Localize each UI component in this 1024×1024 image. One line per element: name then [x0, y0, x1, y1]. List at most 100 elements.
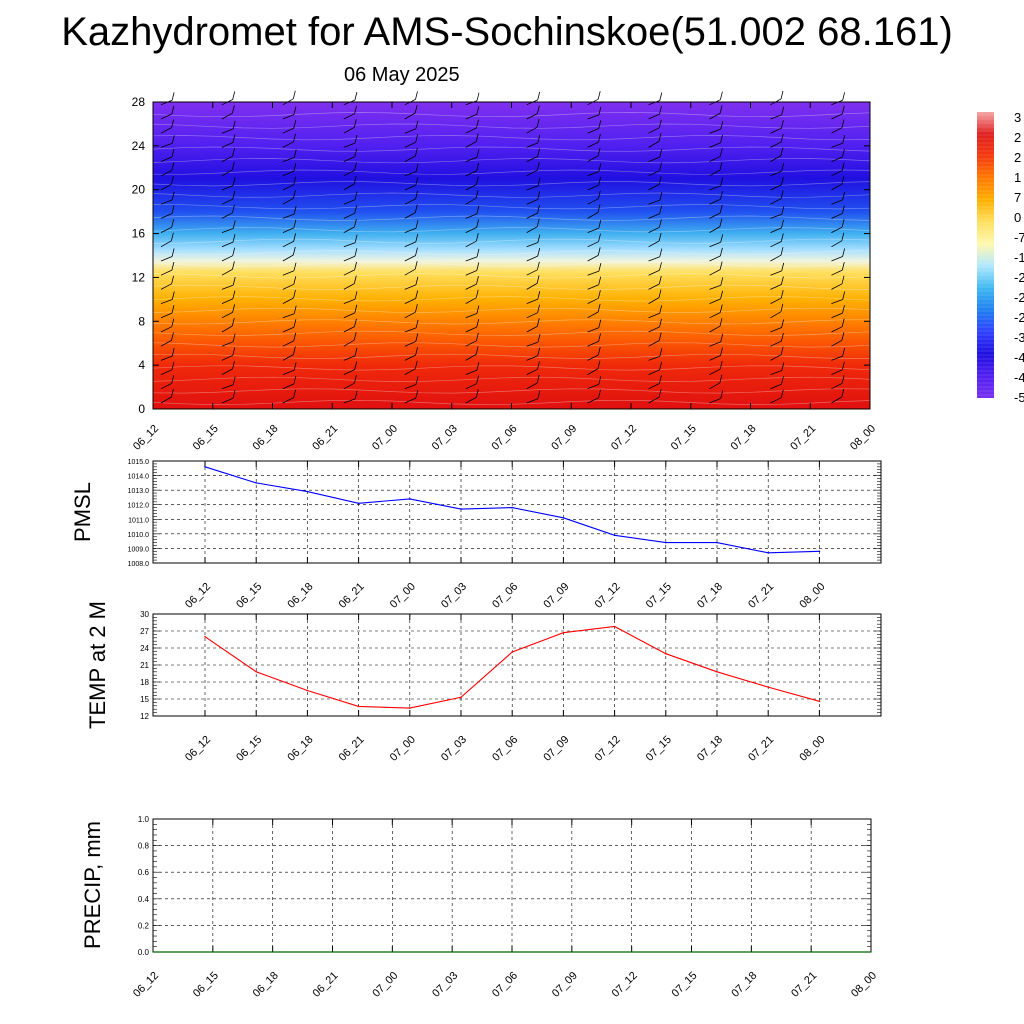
y-tick-label: 1010.0 — [128, 532, 150, 539]
y-tick-label: 0.6 — [138, 868, 150, 877]
y-axis-label: TEMP at 2 M — [85, 601, 110, 729]
y-tick-label: 15 — [140, 695, 149, 704]
data-point — [409, 498, 411, 500]
x-tick-label: 07_06 — [490, 581, 520, 611]
y-axis-label: PMSL — [70, 482, 95, 542]
x-tick-label: 08_00 — [797, 581, 827, 611]
x-tick-label: 07_09 — [550, 970, 580, 1000]
y-tick-label: 1014.0 — [128, 474, 150, 481]
x-tick-label: 06_12 — [183, 581, 213, 611]
colorbar: 3 2 2 1 7 0 -7 -1 -2 -2 -2 -3 -4 -4 -5 — [977, 110, 1024, 405]
x-tick-label: 07_18 — [729, 423, 759, 453]
x-tick-label: 06_21 — [310, 423, 340, 453]
x-tick-label: 07_09 — [549, 423, 579, 453]
x-tick-label: 07_15 — [670, 970, 700, 1000]
colorbar-label: 0 — [1014, 210, 1021, 225]
data-point — [357, 705, 360, 708]
colorbar-bands — [977, 114, 994, 396]
x-tick-label: 06_12 — [183, 734, 213, 764]
data-point — [409, 707, 411, 709]
x-tick-label: 07_12 — [610, 970, 640, 1000]
x-tick-label: 07_03 — [430, 970, 460, 1000]
colorbar-label: -4 — [1014, 370, 1024, 385]
colorbar-label: -4 — [1014, 350, 1024, 365]
colorbar-scale — [977, 112, 994, 398]
y-tick-label: 12 — [132, 270, 146, 284]
y-tick-label: 4 — [138, 358, 145, 372]
x-tick-label: 06_12 — [131, 970, 161, 1000]
x-tick-label: 07_00 — [370, 423, 400, 453]
heatmap-panel: 0 4 8 12 16 20 24 28 06_12 06_15 06_18 06_21 07_00 07… — [131, 90, 878, 453]
x-tick-label: 07_15 — [669, 423, 699, 453]
colorbar-label: -2 — [1014, 310, 1024, 325]
x-tick-label: 07_18 — [695, 734, 725, 764]
x-tick-label: 06_18 — [251, 970, 281, 1000]
x-tick-label: 07_15 — [644, 581, 674, 611]
data-point — [665, 652, 667, 655]
x-tick-label: 07_00 — [388, 734, 418, 764]
data-point — [665, 541, 667, 544]
chart-date: 06 May 2025 — [344, 64, 460, 86]
colorbar-label: -3 — [1014, 330, 1024, 345]
data-point — [562, 631, 565, 634]
y-tick-label: 28 — [132, 95, 146, 109]
x-tick-label: 07_12 — [593, 734, 623, 764]
y-tick-label: 0.8 — [138, 842, 150, 851]
x-tick-label: 06_15 — [191, 970, 221, 1000]
x-tick-label: 07_15 — [644, 734, 674, 764]
data-point — [767, 686, 769, 688]
x-tick-label: 07_21 — [789, 970, 819, 1000]
y-tick-label: 18 — [140, 678, 149, 687]
y-tick-label: 16 — [132, 227, 146, 241]
y-tick-label: 0 — [138, 402, 145, 416]
y-tick-label: 0.4 — [138, 895, 150, 904]
precip-panel: 0.0 0.2 0.4 0.6 0.8 1.0 06_12 06_15 06_18 06_21 07… — [80, 815, 879, 1000]
y-tick-label: 1013.0 — [128, 488, 150, 495]
x-tick-label: 06_21 — [337, 581, 367, 611]
colorbar-label: 7 — [1014, 190, 1021, 205]
x-tick-label: 07_09 — [541, 581, 571, 611]
data-point — [460, 696, 462, 699]
heatmap-field — [153, 102, 870, 409]
x-tick-label: 07_12 — [593, 581, 623, 611]
data-point — [818, 700, 821, 703]
colorbar-label: 2 — [1014, 130, 1021, 145]
x-tick-label: 07_03 — [430, 423, 460, 453]
x-tick-label: 07_18 — [729, 970, 759, 1000]
x-tick-label: 07_21 — [746, 581, 776, 611]
grid — [153, 819, 871, 952]
y-tick-label: 27 — [140, 627, 149, 636]
colorbar-label: 2 — [1014, 150, 1021, 165]
data-point — [460, 508, 462, 510]
contour-lines — [152, 112, 871, 405]
x-tick-label: 06_18 — [285, 734, 315, 764]
colorbar-label: 3 — [1014, 110, 1021, 125]
y-tick-label: 8 — [138, 314, 145, 328]
y-tick-label: 1.0 — [138, 815, 150, 824]
x-tick-label: 06_15 — [191, 423, 221, 453]
data-point — [562, 517, 565, 519]
x-tick-label: 07_21 — [788, 423, 818, 453]
y-tick-label: 21 — [140, 661, 149, 670]
x-tick-label: 08_00 — [849, 970, 879, 1000]
colorbar-label: -5 — [1014, 390, 1024, 405]
data-point — [716, 671, 718, 673]
x-tick-label: 07_06 — [490, 734, 520, 764]
data-point — [204, 635, 206, 638]
y-tick-label: 1011.0 — [128, 517, 149, 524]
x-tick-label: 06_21 — [337, 734, 367, 764]
y-tick-label: 1009.0 — [128, 546, 150, 553]
data-point — [716, 541, 718, 544]
y-tick-label: 30 — [140, 610, 149, 619]
y-tick-label: 1015.0 — [128, 459, 150, 466]
x-tick-label: 07_00 — [370, 970, 400, 1000]
data-point — [767, 552, 769, 554]
data-point — [357, 502, 360, 505]
x-tick-label: 06_15 — [234, 734, 264, 764]
colorbar-label: -1 — [1014, 250, 1024, 265]
y-tick-label: 24 — [132, 139, 146, 153]
temp-panel: 12 15 18 21 24 27 30 06_12 06_15 06_18 06_21 07_00 0… — [85, 601, 882, 764]
data-point — [306, 689, 309, 692]
y-tick-label: 0.0 — [138, 948, 150, 957]
